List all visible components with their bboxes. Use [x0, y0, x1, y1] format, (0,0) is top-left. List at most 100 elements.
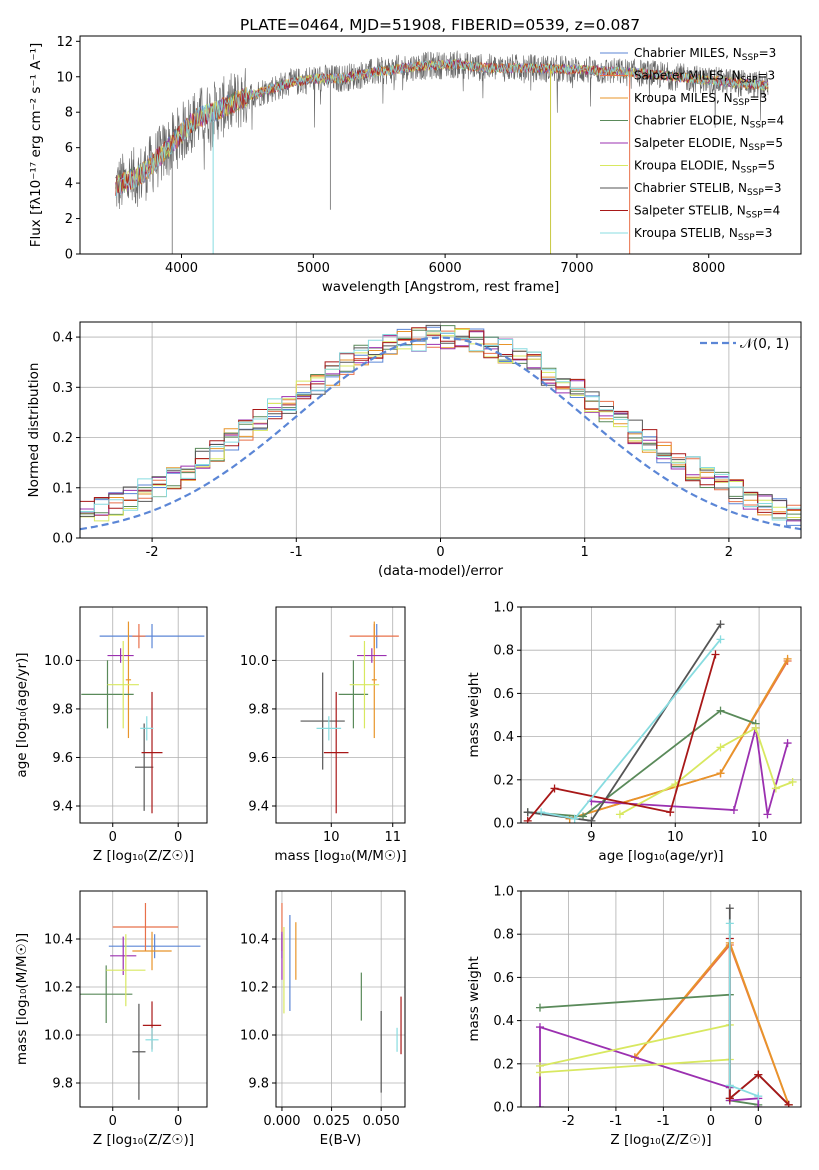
x-axis-label: E(B-V)	[320, 1132, 362, 1148]
y-tick-label: 10.4	[240, 933, 269, 948]
spectrum-legend: Chabrier MILES, NSSP=3 Salpeter MILES, NS…	[600, 46, 784, 243]
x-tick-label: -2	[146, 545, 159, 560]
histogram-8	[80, 330, 801, 538]
x-tick-label: 10	[751, 830, 768, 845]
x-tick-label: 0	[174, 830, 182, 845]
y-tick-label: 9.4	[52, 800, 73, 815]
weight-marker	[535, 1103, 544, 1107]
y-axis-label: Normed distribution	[26, 363, 42, 498]
x-axis-label: age [log₁₀(age/yr)]	[598, 848, 723, 864]
y-tick-label: 0.0	[52, 532, 73, 547]
weight-marker	[716, 769, 725, 778]
y-axis-label: age [log₁₀(age/yr)]	[14, 652, 30, 777]
y-tick-label: 0	[65, 248, 73, 263]
y-tick-label: 6	[65, 141, 73, 156]
axes-massweight-vs-age: 9 10 10 0.0 0.2 0.4 0.6 0.8 1.0 age [log₁₀(age/yr…	[466, 601, 801, 864]
plot-spectrum	[115, 50, 769, 254]
x-axis-label: wavelength [Angstrom, rest frame]	[322, 279, 560, 295]
weight-marker	[550, 784, 559, 793]
axes-frame	[275, 890, 406, 1108]
y-tick-label: 9.8	[52, 702, 73, 717]
gaussian-legend-label: 𝒩(0, 1)	[740, 336, 789, 352]
axes-frame	[79, 35, 802, 255]
x-tick-label: 4000	[165, 261, 198, 276]
legend-entry: Kroupa STELIB, NSSP=3	[634, 226, 772, 243]
axes-frame	[520, 890, 802, 1108]
plot-massweight-vs-age	[523, 620, 797, 823]
y-tick-label: 0.0	[493, 817, 514, 832]
y-tick-label: 2	[65, 212, 73, 227]
x-tick-label: 1	[581, 545, 589, 560]
axes-mass-vs-Z: 0 0 9.8 10.0 10.2 10.4 Z [log₁₀(Z/Z☉)] mass [lo…	[14, 891, 207, 1148]
legend-entry: Kroupa MILES, NSSP=3	[634, 91, 767, 108]
y-axis-label: mass [log₁₀(M/M☉)]	[14, 933, 30, 1065]
figure-title: PLATE=0464, MJD=51908, FIBERID=0539, z=0…	[240, 16, 640, 34]
weight-marker	[754, 1070, 763, 1079]
y-tick-label: 9.4	[248, 800, 269, 815]
x-tick-label: -2	[562, 1114, 575, 1129]
x-tick-label: 0	[754, 1114, 762, 1129]
weight-marker	[725, 919, 734, 928]
y-tick-label: 10.0	[240, 654, 269, 669]
x-tick-label: 0.000	[263, 1114, 300, 1129]
x-tick-label: 9	[587, 830, 595, 845]
axes-frame	[79, 321, 802, 539]
y-tick-label: 0.8	[493, 644, 514, 659]
x-tick-label: 0	[109, 830, 117, 845]
weight-marker	[729, 806, 738, 815]
axes-frame	[79, 606, 208, 824]
axes-spectrum: 4000 5000 6000 7000 8000 0 2 4 6 8 10 12 wavelength …	[28, 35, 725, 295]
y-tick-label: 0.6	[493, 971, 514, 986]
x-tick-label: 10	[667, 830, 684, 845]
legend-entry: Kroupa ELODIE, NSSP=5	[634, 159, 775, 176]
x-tick-label: 0.025	[313, 1114, 350, 1129]
x-tick-label: 0	[707, 1114, 715, 1129]
x-tick-label: 6000	[429, 261, 462, 276]
weight-marker	[788, 777, 797, 786]
weight-line-0	[569, 660, 789, 820]
y-tick-label: 0.1	[52, 481, 73, 496]
x-axis-label: mass [log₁₀(M/M☉)]	[274, 848, 406, 864]
y-tick-label: 10.2	[44, 981, 73, 996]
y-tick-label: 9.6	[248, 751, 269, 766]
weight-marker	[783, 739, 792, 748]
legend-entry: Salpeter MILES, NSSP=3	[634, 69, 775, 86]
y-tick-label: 0.4	[493, 730, 514, 745]
weight-marker	[763, 810, 772, 819]
weight-marker	[725, 1094, 734, 1103]
y-tick-label: 10.0	[44, 654, 73, 669]
y-tick-label: 0.2	[493, 1057, 514, 1072]
x-tick-label: 5000	[297, 261, 330, 276]
legend-entry: Chabrier ELODIE, NSSP=4	[634, 114, 784, 131]
axes-age-vs-mass: 10 11 9.4 9.6 9.8 10.0 mass [log₁₀(M/M☉)]	[240, 607, 407, 864]
y-tick-label: 0.8	[493, 928, 514, 943]
legend-entry: Chabrier MILES, NSSP=3	[634, 46, 776, 63]
y-tick-label: 1.0	[493, 885, 514, 900]
gaussian-curve	[80, 336, 801, 531]
x-tick-label: -1	[609, 1114, 622, 1129]
weight-marker	[771, 784, 780, 793]
weight-marker	[535, 1023, 544, 1032]
weight-marker	[716, 706, 725, 715]
y-tick-label: 9.8	[52, 1077, 73, 1092]
y-axis-label: Flux [fλ10⁻¹⁷ erg cm⁻² s⁻¹ A⁻¹]	[28, 43, 44, 248]
weight-marker	[725, 1081, 734, 1090]
axes-frame	[520, 606, 802, 824]
legend-entry: Salpeter ELODIE, NSSP=5	[634, 136, 783, 153]
y-tick-label: 0.0	[493, 1101, 514, 1116]
x-tick-label: 7000	[560, 261, 593, 276]
x-tick-label: 8000	[692, 261, 725, 276]
y-tick-label: 0.3	[52, 381, 73, 396]
x-axis-label: Z [log₁₀(Z/Z☉)]	[93, 848, 194, 864]
plot-mass-vs-EBV	[281, 903, 402, 1093]
weight-marker	[535, 1068, 544, 1077]
axes-frame	[79, 890, 208, 1108]
weight-marker	[537, 808, 546, 817]
y-tick-label: 10.0	[44, 1029, 73, 1044]
weight-marker	[784, 1100, 793, 1107]
y-tick-label: 9.8	[248, 702, 269, 717]
x-axis-label: Z [log₁₀(Z/Z☉)]	[93, 1132, 194, 1148]
x-tick-label: 11	[384, 830, 401, 845]
spectrum-line-8	[115, 58, 769, 198]
